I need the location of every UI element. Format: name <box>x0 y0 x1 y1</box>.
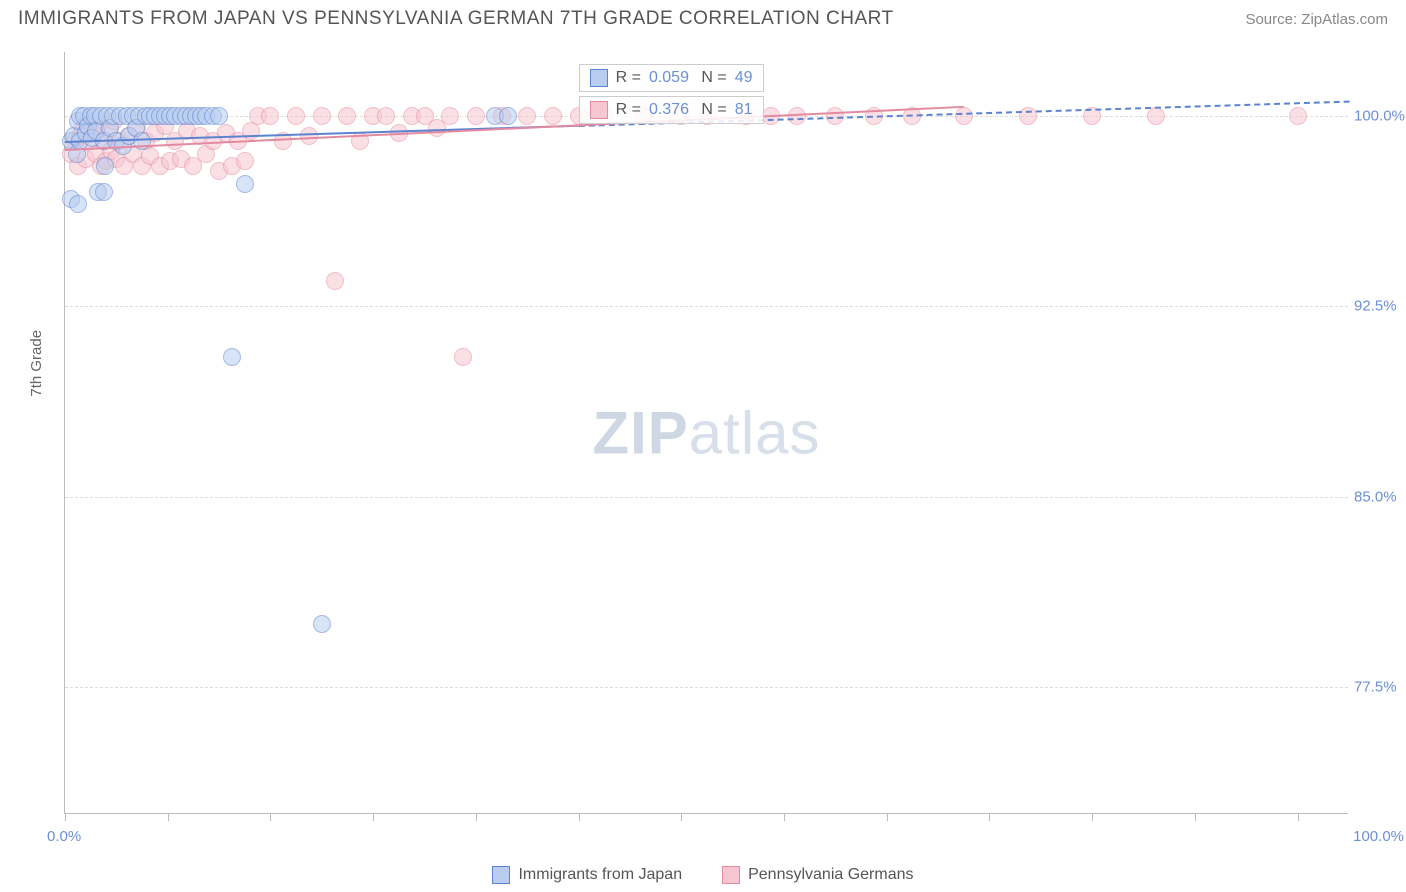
x-tick <box>373 813 374 821</box>
data-point <box>313 615 331 633</box>
legend-label-japan: Immigrants from Japan <box>518 866 682 884</box>
x-label-left: 0.0% <box>47 828 81 845</box>
stats-swatch <box>590 101 608 119</box>
watermark: ZIPatlas <box>592 398 820 467</box>
chart-source: Source: ZipAtlas.com <box>1245 11 1388 28</box>
bottom-legend: Immigrants from Japan Pennsylvania Germa… <box>0 866 1406 884</box>
data-point <box>826 107 844 125</box>
stats-N-label: N = <box>697 69 727 87</box>
data-point <box>544 107 562 125</box>
stats-box: R = 0.376 N = 81 <box>579 96 764 124</box>
gridline-h <box>65 497 1348 498</box>
stats-R-value: 0.059 <box>649 69 689 87</box>
y-tick-label: 100.0% <box>1354 107 1406 124</box>
gridline-h <box>65 306 1348 307</box>
stats-N-value: 81 <box>735 101 753 119</box>
x-tick <box>1195 813 1196 821</box>
stats-R-label: R = <box>616 69 641 87</box>
data-point <box>377 107 395 125</box>
legend-label-pagerman: Pennsylvania Germans <box>748 866 913 884</box>
data-point <box>499 107 517 125</box>
scatter-chart: ZIPatlas 77.5%85.0%92.5%100.0%0.0%100.0%… <box>64 52 1348 814</box>
x-tick <box>1092 813 1093 821</box>
y-tick-label: 77.5% <box>1354 679 1406 696</box>
data-point <box>467 107 485 125</box>
x-tick <box>887 813 888 821</box>
x-tick <box>1298 813 1299 821</box>
data-point <box>454 348 472 366</box>
data-point <box>338 107 356 125</box>
stats-R-label: R = <box>616 101 641 119</box>
data-point <box>441 107 459 125</box>
gridline-h <box>65 687 1348 688</box>
y-tick-label: 92.5% <box>1354 298 1406 315</box>
stats-R-value: 0.376 <box>649 101 689 119</box>
legend-japan: Immigrants from Japan <box>492 866 682 884</box>
chart-header: IMMIGRANTS FROM JAPAN VS PENNSYLVANIA GE… <box>0 0 1406 36</box>
stats-N-value: 49 <box>735 69 753 87</box>
data-point <box>236 152 254 170</box>
chart-title: IMMIGRANTS FROM JAPAN VS PENNSYLVANIA GE… <box>18 8 894 30</box>
stats-box: R = 0.059 N = 49 <box>579 64 764 92</box>
data-point <box>69 195 87 213</box>
data-point <box>96 157 114 175</box>
x-tick <box>989 813 990 821</box>
x-tick <box>65 813 66 821</box>
data-point <box>261 107 279 125</box>
data-point <box>1289 107 1307 125</box>
data-point <box>95 183 113 201</box>
data-point <box>313 107 331 125</box>
data-point <box>1019 107 1037 125</box>
x-tick <box>270 813 271 821</box>
stats-swatch <box>590 69 608 87</box>
x-tick <box>579 813 580 821</box>
data-point <box>518 107 536 125</box>
data-point <box>210 107 228 125</box>
x-tick <box>681 813 682 821</box>
watermark-light: atlas <box>689 399 821 466</box>
y-axis-label: 7th Grade <box>28 330 45 397</box>
x-tick <box>476 813 477 821</box>
data-point <box>1147 107 1165 125</box>
data-point <box>300 127 318 145</box>
legend-swatch-japan <box>492 866 510 884</box>
stats-N-label: N = <box>697 101 727 119</box>
data-point <box>223 348 241 366</box>
x-label-right: 100.0% <box>1353 828 1404 845</box>
data-point <box>326 272 344 290</box>
data-point <box>955 107 973 125</box>
data-point <box>287 107 305 125</box>
legend-pagerman: Pennsylvania Germans <box>722 866 913 884</box>
watermark-bold: ZIP <box>592 399 688 466</box>
legend-swatch-pagerman <box>722 866 740 884</box>
x-tick <box>784 813 785 821</box>
x-tick <box>168 813 169 821</box>
data-point <box>236 175 254 193</box>
y-tick-label: 85.0% <box>1354 488 1406 505</box>
